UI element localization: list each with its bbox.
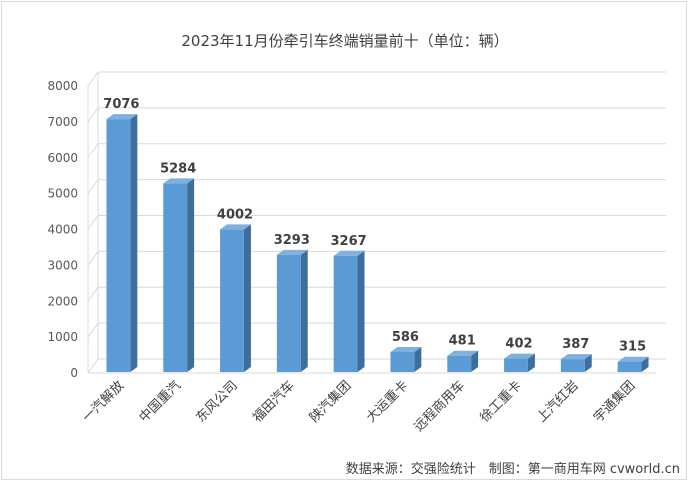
gridline-diagonal	[87, 71, 99, 87]
data-label: 7076	[103, 97, 139, 112]
bar-top	[276, 249, 308, 255]
bar	[617, 361, 642, 372]
data-label: 387	[562, 337, 589, 352]
gridline-diagonal	[87, 358, 99, 374]
y-tick-label: 0	[70, 366, 78, 380]
bar	[163, 183, 188, 372]
data-label: 5284	[160, 161, 196, 176]
gridline-diagonal	[87, 322, 99, 338]
bar-top	[220, 224, 251, 230]
bar-top	[447, 350, 479, 356]
bar	[390, 351, 415, 372]
bar-side	[527, 353, 535, 372]
bar-side	[641, 356, 649, 372]
bar-side	[414, 346, 422, 372]
gridline-diagonal	[87, 251, 99, 266]
bar-side	[584, 354, 592, 372]
data-label: 481	[449, 334, 476, 349]
bar	[560, 359, 585, 372]
bar-top	[333, 250, 365, 256]
gridline-diagonal	[87, 215, 99, 230]
gridline-diagonal	[87, 286, 99, 302]
bar-side	[471, 350, 479, 372]
x-tick-label: 东风公司	[193, 378, 240, 425]
x-tick-label: 陕汽集团	[306, 378, 354, 426]
y-tick-label: 5000	[47, 187, 78, 201]
y-tick-label: 6000	[47, 151, 78, 165]
bar	[220, 229, 244, 372]
data-label: 3293	[274, 233, 310, 248]
bar-side	[357, 250, 365, 372]
data-label: 402	[505, 337, 532, 352]
bar-side	[300, 249, 308, 372]
chart-source: 数据来源：交强险统计 制图：第一商用车网 cvworld.cn	[345, 462, 680, 477]
data-label: 586	[392, 330, 419, 345]
bar	[333, 255, 358, 372]
bar-top	[617, 356, 649, 362]
gridline-diagonal	[87, 107, 99, 123]
x-tick-label: 大运重卡	[363, 378, 411, 426]
bar-side	[130, 114, 138, 372]
y-tick-label: 1000	[47, 330, 78, 344]
data-label: 4002	[217, 207, 253, 222]
bar-top	[106, 114, 138, 120]
x-tick-label: 徐工重卡	[477, 378, 525, 426]
y-tick-label: 3000	[47, 258, 78, 272]
y-tick-label: 8000	[47, 79, 78, 93]
bar-side	[243, 224, 251, 372]
x-tick-label: 上汽红岩	[534, 378, 582, 426]
bar	[447, 355, 472, 372]
bar	[106, 119, 131, 372]
gridline-diagonal	[87, 179, 99, 194]
y-tick-label: 7000	[47, 115, 78, 129]
x-tick-label: 远程商用车	[411, 378, 468, 435]
bar-top	[390, 346, 422, 352]
bar-side	[187, 178, 195, 372]
bar-top	[504, 353, 535, 359]
bar	[276, 254, 301, 372]
bar	[504, 358, 528, 372]
bar-top	[163, 178, 195, 184]
x-tick-label: 一汽解放	[80, 378, 127, 425]
y-tick-label: 2000	[47, 294, 78, 308]
data-label: 3267	[331, 234, 367, 249]
bar-top	[560, 354, 592, 360]
x-tick-label: 中国重汽	[136, 378, 184, 426]
x-tick-label: 宇通集团	[590, 378, 638, 426]
gridline-diagonal	[87, 143, 99, 159]
chart-title: 2023年11月份牵引车终端销量前十（单位：辆）	[181, 32, 509, 50]
y-tick-label: 4000	[47, 223, 78, 237]
x-tick-label: 福田汽车	[250, 378, 298, 426]
data-label: 315	[619, 340, 646, 355]
